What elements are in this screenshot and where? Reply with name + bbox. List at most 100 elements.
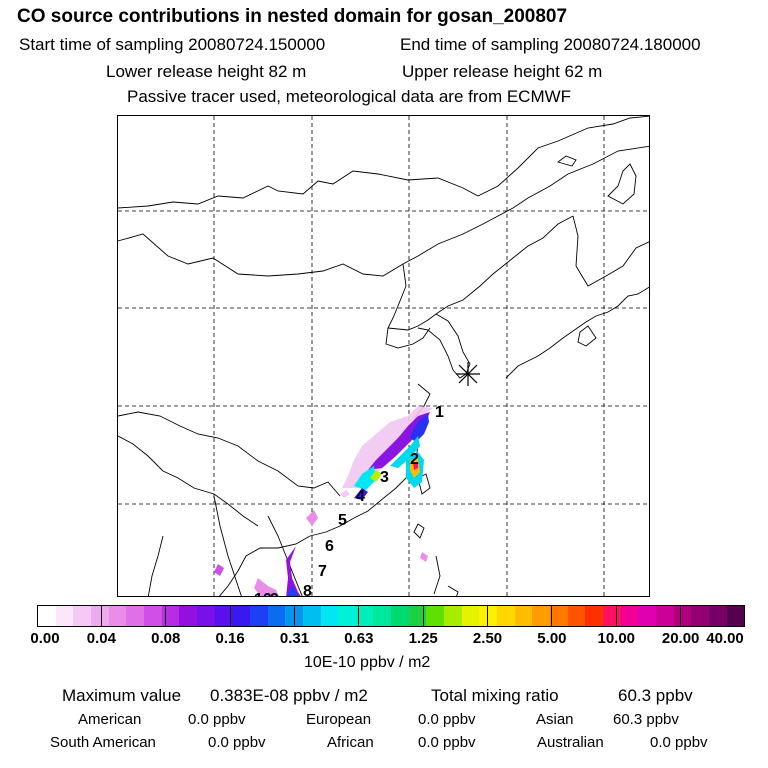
color-scale-tick-label: 1.25: [408, 630, 438, 647]
color-swatch-36: [673, 606, 692, 626]
max-value-label: Maximum value: [62, 686, 182, 705]
color-swatch-28: [532, 606, 551, 626]
color-swatch-33: [620, 606, 639, 626]
color-swatch-20: [391, 606, 409, 626]
color-swatch-30: [567, 606, 586, 626]
region-name-australian: Australian: [537, 734, 604, 751]
color-scale-bar: [37, 605, 745, 627]
region-value-south-american: 0.0 ppbv: [208, 734, 266, 751]
color-swatch-9: [196, 606, 215, 626]
color-swatch-15: [302, 606, 321, 626]
total-mixing-label: Total mixing ratio: [431, 686, 559, 705]
color-scale-tick-label: 0.16: [215, 630, 245, 647]
map-label-3: 3: [380, 469, 389, 486]
color-swatch-24: [461, 606, 480, 626]
color-scale-tick-label: 0.31: [279, 630, 310, 647]
color-swatch-25: [479, 606, 498, 626]
map-label-7: 7: [318, 563, 327, 580]
color-swatch-13: [267, 606, 286, 626]
lower-release-label: Lower release height 82 m: [106, 62, 307, 81]
color-swatch-37: [691, 606, 709, 626]
color-scale-divider: [422, 605, 424, 627]
max-value: 0.383E-08 ppbv / m2: [210, 686, 368, 705]
map-label-4: 4: [356, 488, 365, 505]
region-value-australian: 0.0 ppbv: [650, 734, 708, 751]
region-value-african: 0.0 ppbv: [418, 734, 476, 751]
map-label-1: 1: [435, 404, 444, 421]
map-label-10: 10: [254, 591, 272, 597]
start-time-label: Start time of sampling 20080724.150000: [19, 35, 326, 54]
color-swatch-19: [373, 606, 392, 626]
color-scale-divider: [165, 605, 167, 627]
color-swatch-32: [603, 606, 621, 626]
color-scale-divider: [615, 605, 617, 627]
color-swatch-35: [655, 606, 674, 626]
color-scale-divider: [229, 605, 231, 627]
map-panel: 1 2 3 4 5 6 7 8 9 10: [117, 115, 650, 597]
map-canvas: 1 2 3 4 5 6 7 8 9 10: [118, 116, 649, 597]
color-scale-divider: [100, 605, 102, 627]
tracer-note: Passive tracer used, meteorological data…: [127, 87, 572, 106]
color-swatch-12: [249, 606, 268, 626]
color-swatch-34: [638, 606, 656, 626]
region-name-african: African: [327, 734, 374, 751]
color-scale-tick-label: 0.08: [151, 630, 181, 647]
color-scale-tick-label: 10.00: [597, 630, 636, 647]
region-name-american: American: [78, 711, 142, 728]
color-scale-divider: [293, 605, 295, 627]
color-scale-tick-label: 0.63: [344, 630, 374, 647]
map-label-6: 6: [325, 538, 334, 555]
coastlines: [118, 116, 649, 596]
end-time-label: End time of sampling 20080724.180000: [400, 35, 701, 54]
color-scale-divider: [680, 605, 682, 627]
color-scale-tick-label: 2.50: [472, 630, 503, 647]
asterisk-icon: [456, 362, 480, 386]
color-swatch-16: [320, 606, 339, 626]
region-value-asian: 60.3 ppbv: [613, 711, 679, 728]
color-swatch-10: [214, 606, 233, 626]
color-scale-tick-label: 0.04: [86, 630, 116, 647]
color-scale-divider: [358, 605, 360, 627]
map-label-2: 2: [410, 451, 419, 468]
color-swatch-4: [108, 606, 127, 626]
color-swatch-8: [179, 606, 197, 626]
region-value-american: 0.0 ppbv: [188, 711, 246, 728]
color-swatch-31: [585, 606, 603, 626]
color-swatch-0: [38, 606, 56, 626]
color-scale-tick-label: 5.00: [537, 630, 567, 647]
color-swatch-1: [55, 606, 74, 626]
map-label-8: 8: [303, 583, 312, 597]
color-swatch-39: [726, 606, 745, 626]
color-swatch-17: [338, 606, 356, 626]
plume-footprint: [214, 406, 433, 596]
color-scale-tick-label: 40.00: [706, 630, 744, 647]
color-swatch-26: [497, 606, 515, 626]
color-swatch-2: [73, 606, 91, 626]
lat-lon-grid: [118, 116, 649, 596]
color-swatch-5: [126, 606, 144, 626]
color-swatch-6: [143, 606, 162, 626]
color-scale-units: 10E-10 ppbv / m2: [304, 654, 431, 671]
region-name-european: European: [306, 711, 372, 728]
color-scale-divider: [551, 605, 553, 627]
region-name-south-american: South American: [50, 734, 156, 751]
map-label-5: 5: [338, 512, 347, 529]
color-swatch-11: [232, 606, 250, 626]
map-label-9: 9: [270, 591, 279, 597]
color-swatch-27: [514, 606, 533, 626]
region-name-asian: Asian: [536, 711, 574, 728]
total-mixing-value: 60.3 ppbv: [618, 686, 693, 705]
color-swatch-18: [355, 606, 374, 626]
color-swatch-3: [90, 606, 109, 626]
color-swatch-22: [426, 606, 445, 626]
page-title: CO source contributions in nested domain…: [17, 6, 568, 27]
upper-release-label: Upper release height 62 m: [402, 62, 603, 81]
region-value-european: 0.0 ppbv: [418, 711, 476, 728]
color-scale-divider: [487, 605, 489, 627]
color-swatch-23: [444, 606, 462, 626]
color-swatch-38: [708, 606, 727, 626]
color-scale-tick-label: 20.00: [661, 630, 700, 647]
color-swatch-29: [550, 606, 568, 626]
color-swatch-21: [408, 606, 427, 626]
color-scale-tick-label: 0.00: [30, 630, 60, 647]
